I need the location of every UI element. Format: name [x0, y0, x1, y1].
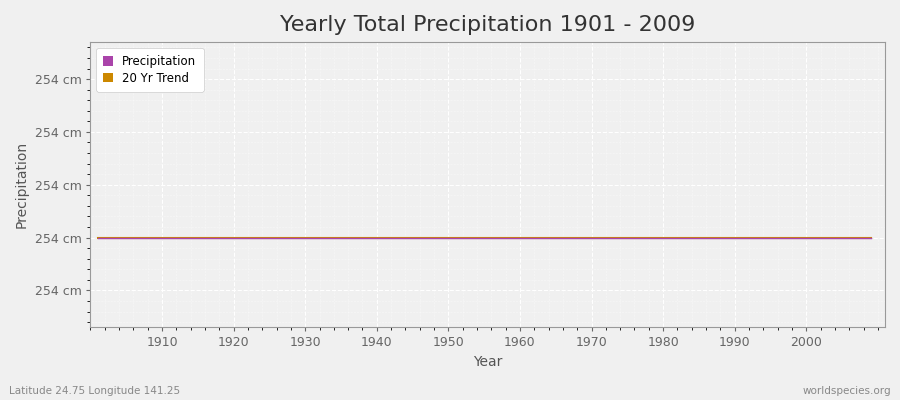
Y-axis label: Precipitation: Precipitation — [15, 141, 29, 228]
X-axis label: Year: Year — [473, 355, 502, 369]
Legend: Precipitation, 20 Yr Trend: Precipitation, 20 Yr Trend — [96, 48, 203, 92]
Title: Yearly Total Precipitation 1901 - 2009: Yearly Total Precipitation 1901 - 2009 — [280, 15, 696, 35]
Text: Latitude 24.75 Longitude 141.25: Latitude 24.75 Longitude 141.25 — [9, 386, 180, 396]
Text: worldspecies.org: worldspecies.org — [803, 386, 891, 396]
